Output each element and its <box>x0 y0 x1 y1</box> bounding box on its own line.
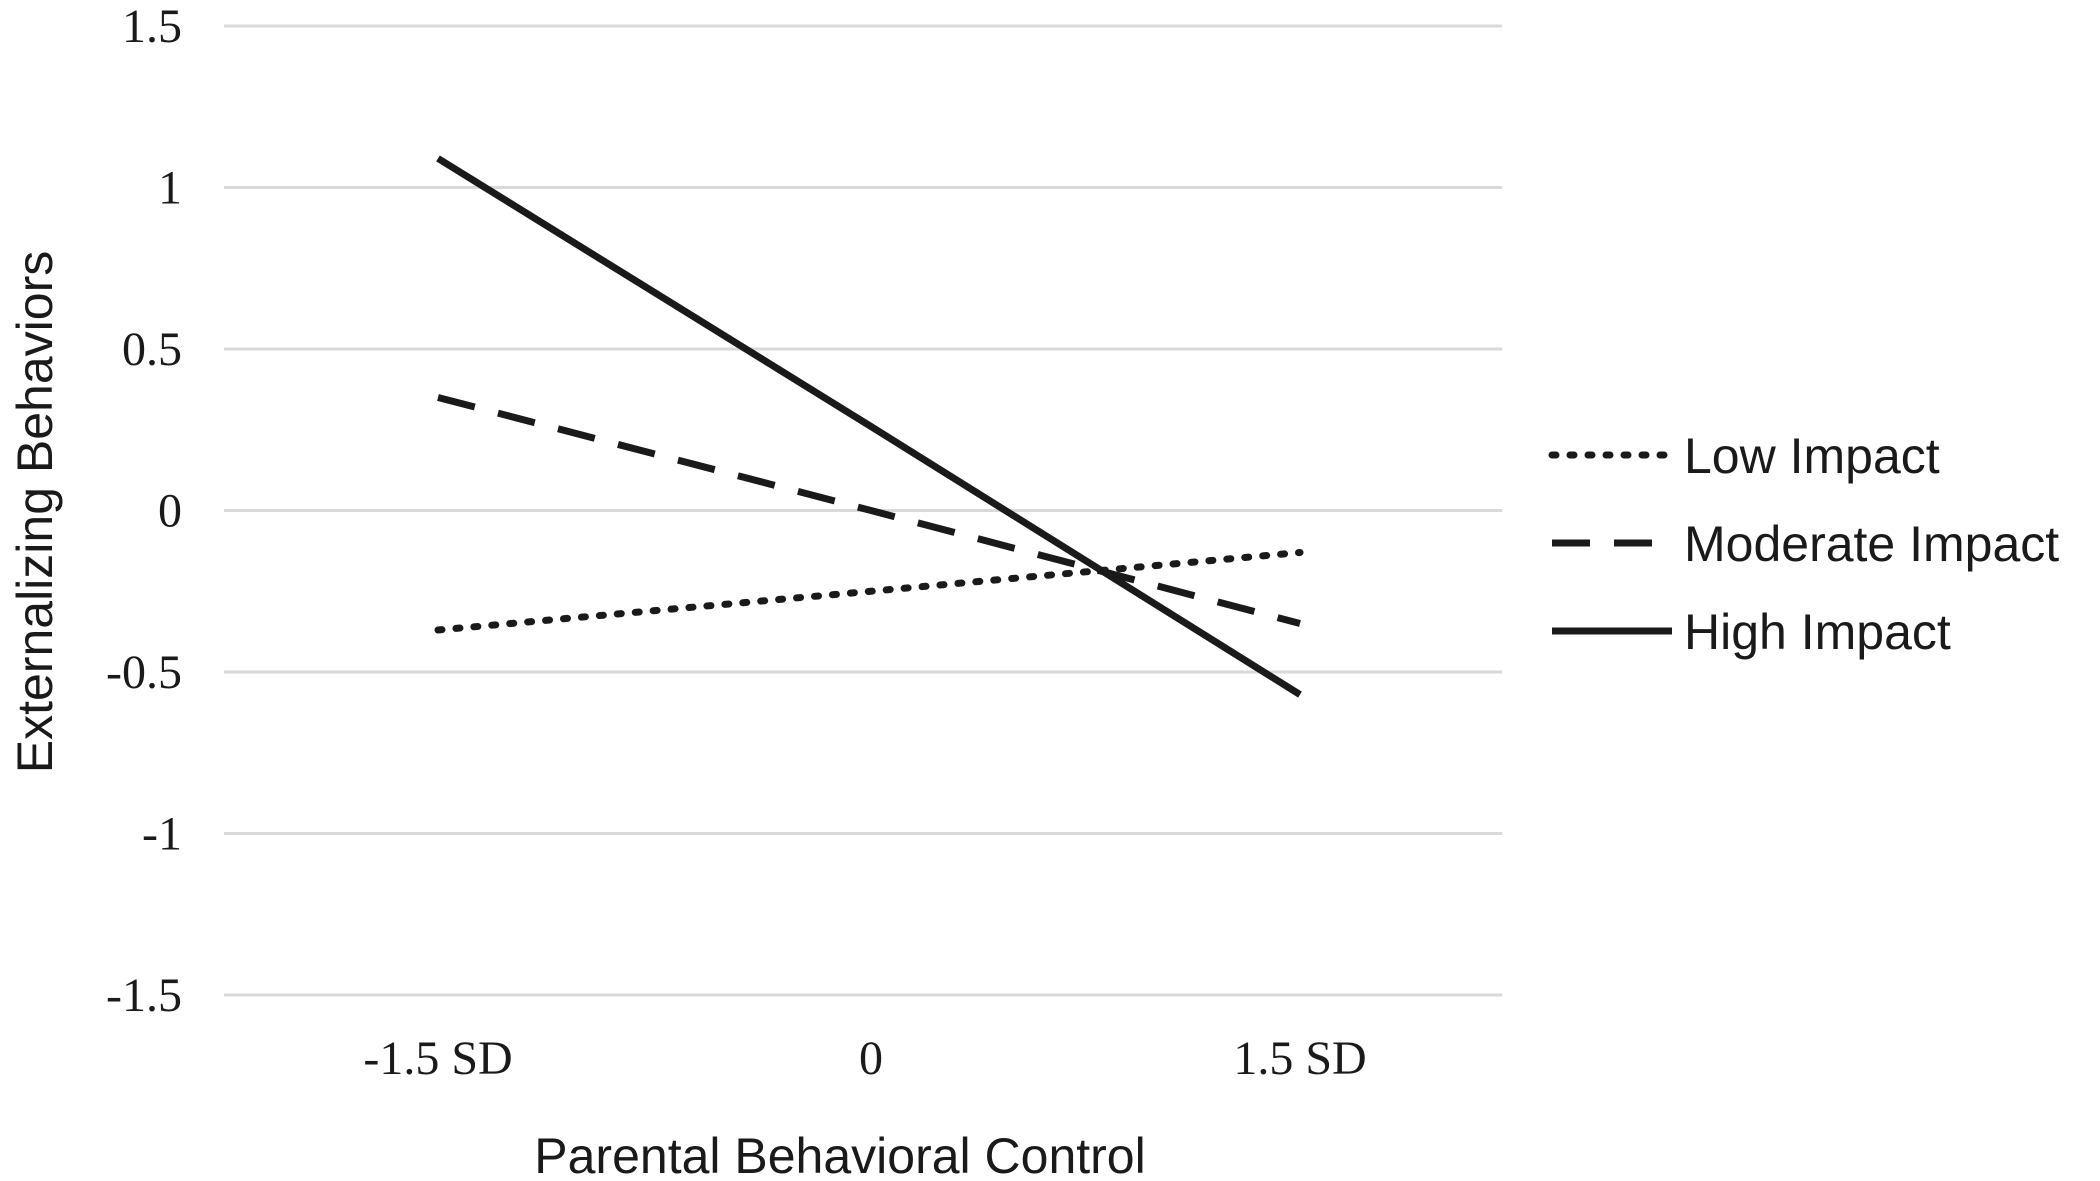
y-tick-label: -0.5 <box>106 646 182 699</box>
series-lines <box>434 155 1304 698</box>
series-line-high-impact <box>436 155 1302 698</box>
y-tick-label: -1.5 <box>106 969 182 1022</box>
y-axis-ticks: 1.5 1 0.5 0 -0.5 -1 -1.5 <box>106 0 182 1022</box>
legend-label: Moderate Impact <box>1684 516 2059 572</box>
y-tick-label: 1.5 <box>122 0 182 53</box>
y-tick-label: 0 <box>158 485 182 538</box>
y-axis-title: Externalizing Behaviors <box>7 251 63 774</box>
legend: Low Impact Moderate Impact High Impact <box>1548 428 2059 660</box>
x-axis-ticks: -1.5 SD 0 1.5 SD <box>363 1032 1366 1085</box>
gridlines <box>224 24 1502 997</box>
y-tick-label: -1 <box>142 808 182 861</box>
x-tick-label: 0 <box>859 1032 883 1085</box>
x-tick-label: 1.5 SD <box>1233 1032 1366 1085</box>
y-tick-label: 1 <box>158 162 182 215</box>
legend-label: Low Impact <box>1684 428 1940 484</box>
legend-label: High Impact <box>1684 604 1951 660</box>
x-axis-title: Parental Behavioral Control <box>534 1128 1145 1181</box>
y-tick-label: 0.5 <box>122 323 182 376</box>
series-line-moderate-impact <box>437 394 1301 627</box>
series-line-low-impact <box>434 548 1304 634</box>
x-tick-label: -1.5 SD <box>363 1032 512 1085</box>
